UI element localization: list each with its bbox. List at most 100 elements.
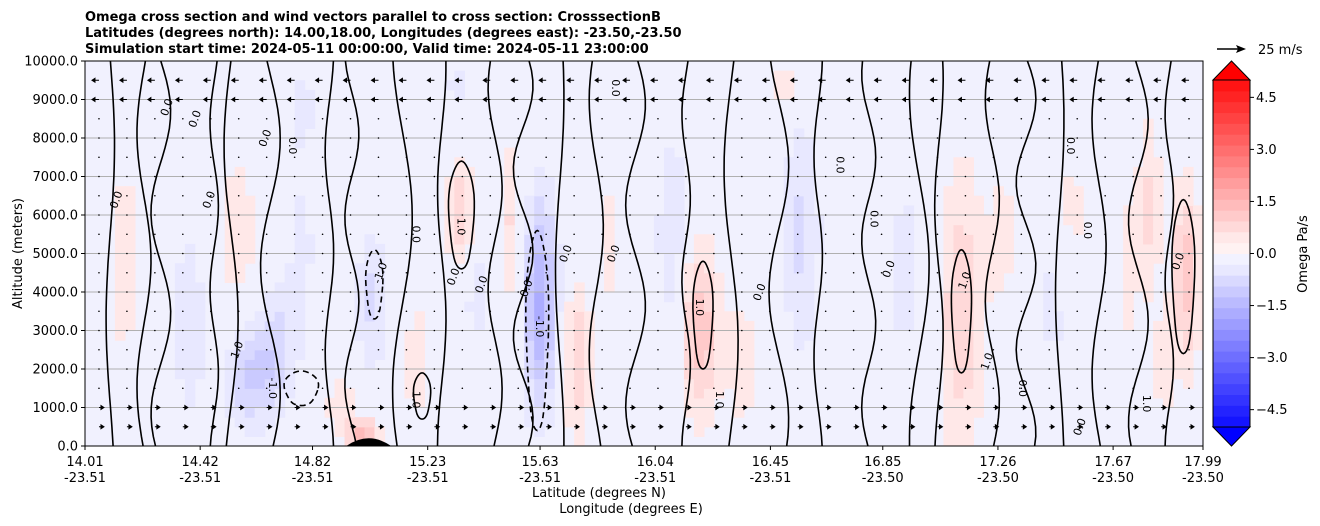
omega-fill-cell <box>693 243 705 255</box>
wind-vector <box>741 368 743 370</box>
wind-vector <box>433 137 436 139</box>
omega-fill-cell <box>983 253 994 264</box>
wind-vector <box>405 368 408 370</box>
omega-fill-cell <box>693 272 705 283</box>
omega-fill-cell <box>963 417 975 428</box>
omega-fill-cell <box>364 272 376 283</box>
wind-vector <box>908 271 911 274</box>
omega-fill-cell <box>584 388 595 399</box>
wind-vector <box>824 137 827 139</box>
wind-vector <box>992 368 995 370</box>
omega-fill-cell <box>963 282 975 293</box>
omega-fill-cell <box>564 369 575 380</box>
omega-fill-cell <box>1153 330 1164 341</box>
wind-vector <box>98 387 100 390</box>
wind-vector <box>517 252 520 255</box>
omega-fill-cell <box>1173 292 1184 303</box>
omega-fill-cell <box>174 330 186 341</box>
wind-vector <box>937 423 944 430</box>
omega-fill-cell <box>813 243 825 255</box>
omega-fill-cell <box>1063 195 1074 206</box>
omega-fill-cell <box>114 253 126 264</box>
wind-vector <box>881 404 888 411</box>
omega-fill-cell <box>524 292 535 303</box>
wind-vector <box>1049 423 1056 430</box>
wind-vector <box>321 156 324 159</box>
omega-fill-cell <box>953 253 965 264</box>
wind-vector <box>713 404 720 411</box>
wind-vector <box>405 194 408 197</box>
omega-fill-cell <box>574 388 585 399</box>
omega-fill-cell <box>973 340 984 351</box>
contour-label: 0.0 <box>604 243 622 264</box>
omega-fill-cell <box>713 359 725 370</box>
wind-vector <box>713 194 715 197</box>
wind-vector <box>741 348 743 351</box>
wind-vector <box>741 387 743 390</box>
omega-fill-cell <box>963 224 975 235</box>
omega-fill-cell <box>114 292 126 303</box>
omega-fill-cell <box>274 282 286 293</box>
omega-fill-cell <box>534 349 545 360</box>
wind-vector <box>657 271 659 274</box>
wind-vector <box>405 117 408 120</box>
omega-fill-cell <box>234 330 246 341</box>
colorbar-segment <box>1213 329 1250 341</box>
wind-vector <box>852 329 855 332</box>
omega-fill-cell <box>364 417 376 428</box>
wind-vector <box>321 233 324 236</box>
wind-vector <box>1188 252 1190 255</box>
wind-vector <box>154 271 156 274</box>
omega-fill-cell <box>783 301 795 312</box>
omega-fill-cell <box>194 330 206 341</box>
omega-fill-cell <box>953 330 965 341</box>
omega-fill-cell <box>943 263 955 274</box>
omega-fill-cell <box>574 436 585 446</box>
wind-vector <box>901 96 910 103</box>
y-tick-label: 3000.0 <box>33 324 79 339</box>
wind-vector <box>461 175 464 178</box>
omega-fill-cell <box>304 99 316 110</box>
wind-vector <box>377 252 380 255</box>
wind-vector <box>237 233 240 236</box>
omega-fill-cell <box>1163 369 1174 380</box>
wind-vector <box>1041 77 1050 84</box>
x-tick-label-lat: 14.01 <box>66 455 103 470</box>
omega-fill-cell <box>1073 195 1084 206</box>
wind-vector <box>349 214 352 216</box>
omega-fill-cell <box>1183 282 1194 293</box>
wind-vector <box>426 96 435 103</box>
wind-vector <box>964 271 967 274</box>
wind-vector <box>349 175 352 178</box>
omega-fill-cell <box>544 340 555 351</box>
omega-fill-cell <box>793 205 805 216</box>
omega-fill-cell <box>1153 215 1164 226</box>
wind-vector <box>1160 348 1162 351</box>
wind-vector <box>266 423 273 430</box>
omega-fill-cell <box>534 359 545 370</box>
omega-fill-cell <box>893 253 905 264</box>
wind-vector <box>126 310 128 313</box>
wind-vector <box>761 96 770 103</box>
wind-vector <box>490 423 497 430</box>
wind-vector <box>482 96 491 103</box>
omega-fill-cell <box>1003 224 1014 235</box>
wind-vector <box>377 387 380 390</box>
omega-fill-cell <box>1073 186 1084 197</box>
omega-fill-cell <box>943 186 955 197</box>
x-tick-label-lat: 16.85 <box>864 455 901 470</box>
wind-vector <box>322 423 329 430</box>
wind-vector <box>713 310 715 313</box>
omega-fill-cell <box>174 311 186 322</box>
contour-label: 0.0 <box>751 282 769 303</box>
omega-fill-cell <box>544 205 555 216</box>
wind-vector <box>936 348 939 351</box>
wind-vector <box>741 117 743 120</box>
omega-fill-cell <box>274 292 286 303</box>
colorbar-segment <box>1213 199 1250 211</box>
omega-fill-cell <box>244 397 256 409</box>
omega-fill-cell <box>244 205 256 216</box>
wind-vector <box>349 271 352 274</box>
wind-vector <box>126 117 128 120</box>
wind-vector <box>293 252 296 255</box>
